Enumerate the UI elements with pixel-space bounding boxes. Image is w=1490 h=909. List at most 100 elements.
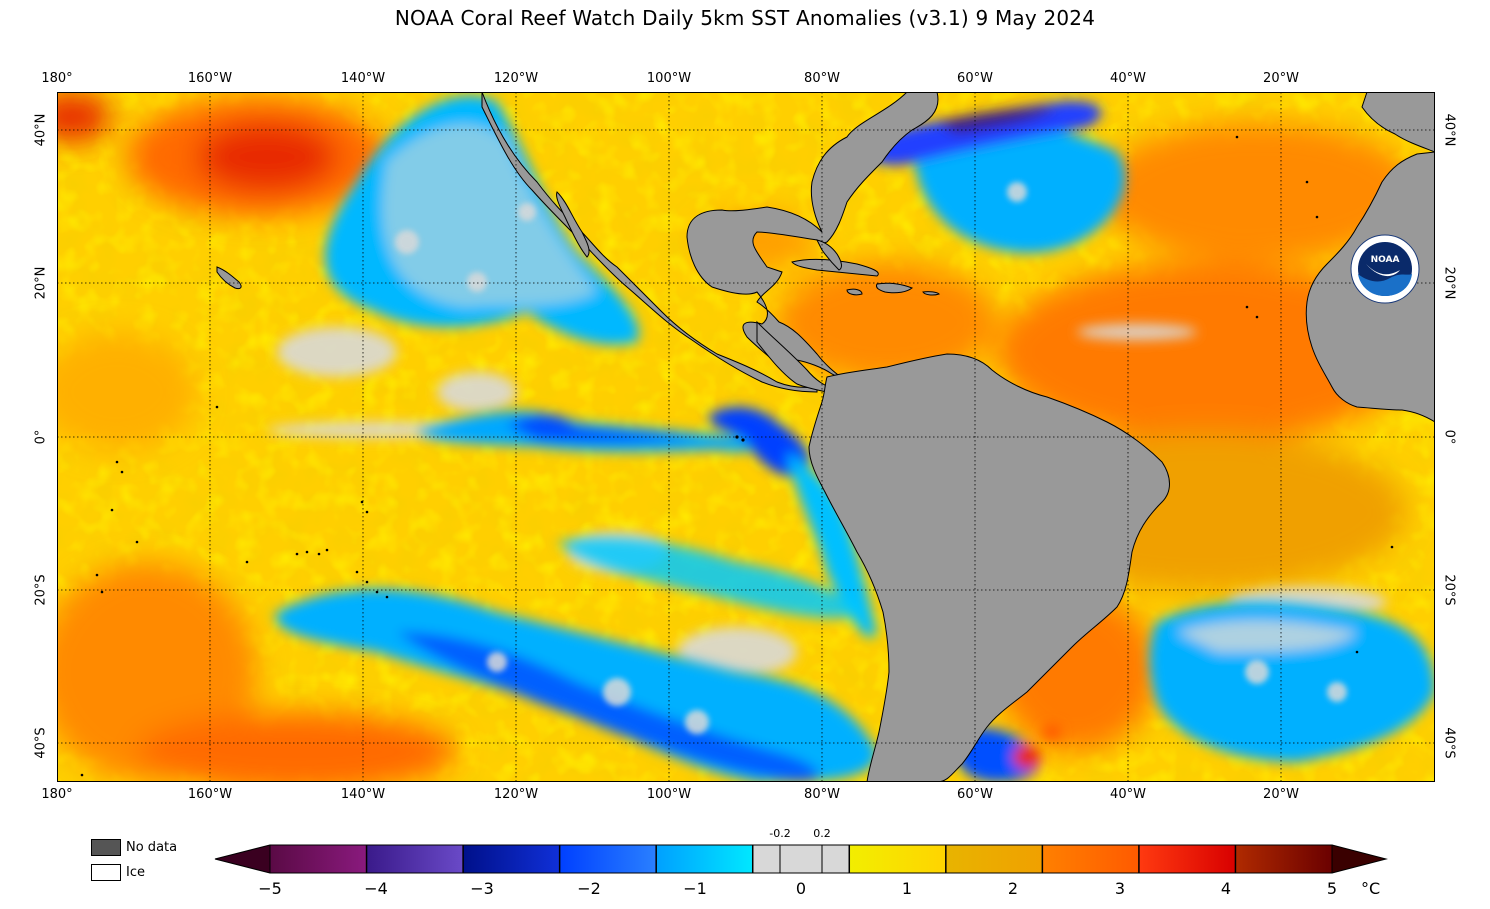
island [1255,315,1259,319]
lon-label: 20°W [1263,787,1299,802]
island [120,470,124,474]
cool-region-equatorial-core [507,413,697,443]
lon-label: 60°W [957,71,993,86]
neutral-region [277,327,397,377]
island [100,590,104,594]
island [741,438,745,442]
lon-label: 140°W [340,787,386,802]
no-data-label: No data [126,840,178,855]
speckle [487,652,507,672]
warm-region-caribbean [777,262,997,382]
lon-label: 140°W [340,71,386,86]
lon-label: 40°W [1110,71,1146,86]
lat-label: 20°S [1441,574,1457,606]
lon-label: 20°W [1263,71,1299,86]
island [365,580,369,584]
speckle [603,678,631,706]
island [95,573,99,577]
no-data-swatch [91,839,121,856]
colorbar-tick-label: −5 [258,879,282,898]
logo-text: NOAA [1371,255,1400,265]
colorbar-tick-label: 5 [1326,879,1338,898]
neutral-region [1077,324,1197,340]
colorbar-segment [270,845,368,873]
land-south-america [808,353,1170,782]
island [1305,180,1309,184]
map-title: NOAA Coral Reef Watch Daily 5km SST Anom… [394,6,1096,30]
land-jamaica [846,288,863,296]
land-hispaniola [876,282,913,294]
lon-label: 60°W [957,787,993,802]
land-masses [216,92,1435,782]
speckle [518,203,536,221]
sst-anomaly-map [57,92,1435,782]
lon-label: 100°W [646,787,692,802]
logo-wave [1358,274,1412,296]
warm-region-npac-core [197,122,337,192]
warm-eddy-brazil [1042,724,1062,740]
speckle [1007,182,1027,202]
colorbar-segment [849,845,947,873]
map-frame [57,92,1435,782]
colorbar-tick-label: 1 [901,879,913,898]
island [1355,650,1359,654]
lon-label: 80°W [804,71,840,86]
island [1315,215,1319,219]
cool-region-south-pacific-north [557,538,867,619]
cool-speckles [395,182,1347,734]
colorbar-tick-label: 3 [1114,879,1126,898]
speckle [1245,660,1269,684]
cool-region-gulf-stream-core [937,107,1057,134]
island [1245,305,1249,309]
cool-region-gulf-stream [857,101,1102,166]
lon-label: 80°W [804,787,840,802]
lon-label: 40°W [1110,787,1146,802]
colorbar-tick-label: 0 [795,879,807,898]
lat-label: 0° [33,429,49,445]
warm-region-west-pac [57,332,197,452]
lon-label: 100°W [646,71,692,86]
logo-gull [1366,264,1400,277]
island [305,550,309,554]
lat-label: 0° [1441,429,1457,445]
lon-label: 120°W [493,787,539,802]
cool-region-ne-pacific-light [382,124,597,307]
colorbar-segment [463,845,561,873]
island [80,773,84,777]
land-iberia [1361,92,1435,153]
cool-region-satl-light [1177,620,1357,652]
island [317,552,321,556]
lat-label: 40°N [33,113,49,147]
island [110,508,114,512]
speckle [395,230,419,254]
lon-label: 160°W [187,787,233,802]
neutral-anomaly-regions [267,324,1387,677]
warm-region-natl-east [1097,122,1417,262]
warm-eddy-brazil [1013,745,1041,769]
graticule [57,92,1435,782]
lon-label: 180° [41,787,73,802]
colorbar-frame [269,844,1333,874]
colorbar-tick-label: 4 [1220,879,1232,898]
ice-swatch [91,864,121,881]
warm-region-south-pacific [137,712,457,782]
lat-label: 20°N [1441,266,1457,300]
speckle [685,710,709,734]
colorbar-segment [945,845,1043,873]
land-baja-california [556,191,590,258]
colorbar-segments [270,845,1333,873]
land-puerto-rico [922,291,940,296]
lat-label: 20°N [33,266,49,300]
colorbar-segment [1042,845,1140,873]
island [245,560,249,564]
colorbar-segment [366,845,464,873]
island [1390,545,1394,549]
colorbar-segment [559,845,657,873]
colorbar-arrow-outline [1331,844,1388,874]
land-florida [816,239,842,271]
island [215,405,219,409]
ice-label: Ice [126,865,145,880]
speckle [467,272,487,292]
lon-label: 120°W [493,71,539,86]
colorbar-small-tick-label: 0.2 [813,827,831,840]
